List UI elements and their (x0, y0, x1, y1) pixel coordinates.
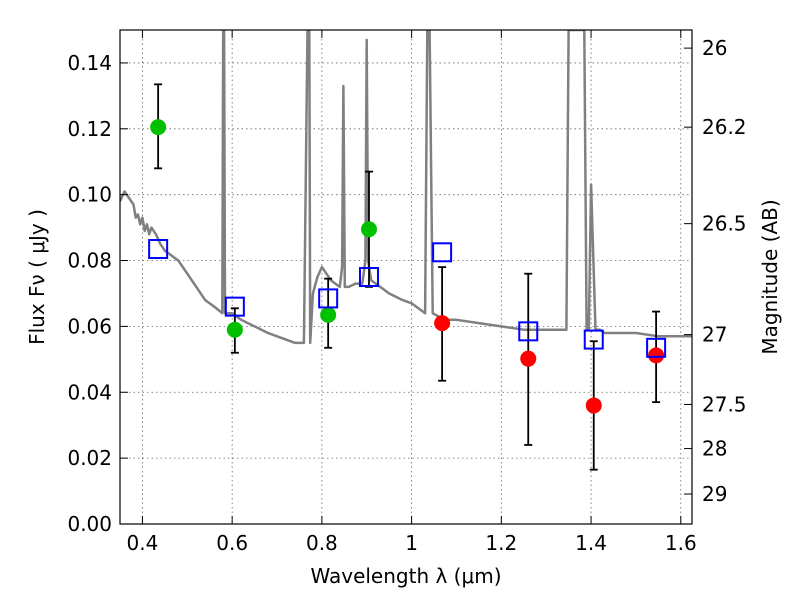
model-flux-box (646, 337, 667, 358)
x-tick-label: 1 (405, 531, 418, 555)
y-tick-label: 0.08 (67, 249, 112, 273)
x-tick-label: 1.2 (485, 531, 517, 555)
data-point (648, 347, 665, 364)
x-tick-label: 0.4 (127, 531, 159, 555)
right-tick-label: 28 (702, 437, 727, 461)
x-tick-label: 1.4 (575, 531, 607, 555)
right-tick-label: 27 (702, 323, 727, 347)
x-tick-label: 0.8 (306, 531, 338, 555)
right-axis-title: Magnitude (AB) (758, 199, 782, 354)
x-axis-title: Wavelength λ (μm) (310, 564, 501, 588)
y-axis-title: Flux Fν ( μJy ) (25, 209, 49, 345)
y-tick-label: 0.00 (67, 512, 112, 536)
right-tick-label: 26.5 (702, 212, 747, 236)
data-point (226, 321, 243, 338)
model-flux-box (318, 288, 339, 309)
axis-ticks (120, 30, 692, 525)
right-tick-label: 26 (702, 36, 727, 60)
model-flux-box (224, 296, 245, 317)
y-tick-label: 0.14 (67, 51, 112, 75)
right-tick-label: 26.2 (702, 115, 747, 139)
model-flux-box (583, 329, 604, 350)
y-tick-label: 0.10 (67, 183, 112, 207)
y-tick-label: 0.02 (67, 446, 112, 470)
right-tick-label: 27.5 (702, 392, 747, 416)
plot-background (120, 30, 692, 524)
model-flux-box (518, 321, 539, 342)
data-point (434, 315, 451, 332)
y-tick-label: 0.06 (67, 314, 112, 338)
data-point (520, 350, 537, 367)
model-flux-box (358, 267, 379, 287)
data-point (320, 306, 337, 323)
data-point (585, 397, 602, 414)
data-points (148, 119, 667, 414)
right-tick-label: 29 (702, 482, 727, 506)
data-point (360, 221, 377, 238)
model-flux-box (432, 242, 453, 263)
y-tick-label: 0.12 (67, 117, 112, 141)
tick-labels: 0.4 0.6 0.8 1 1.2 1.4 1.6 0.00 0.02 0.04 0.06 0.08 0… (67, 36, 746, 555)
model-flux-box (148, 239, 169, 260)
data-point (150, 119, 167, 136)
y-tick-label: 0.04 (67, 380, 112, 404)
x-tick-label: 1.6 (665, 531, 697, 555)
plot-frame (119, 29, 693, 525)
x-tick-label: 0.6 (216, 531, 248, 555)
